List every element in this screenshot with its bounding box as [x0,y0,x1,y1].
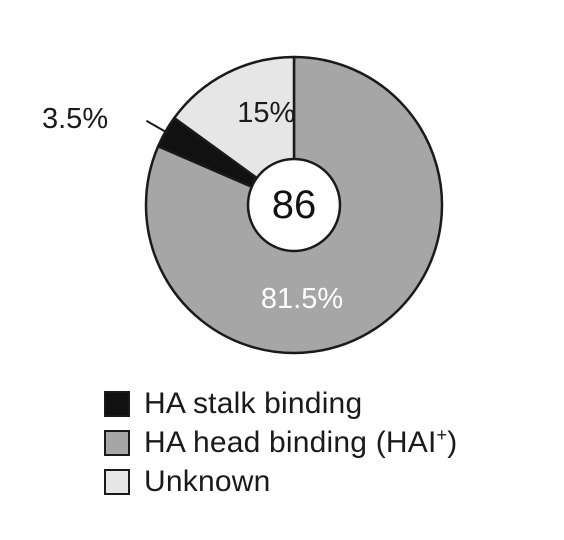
legend-item-stalk: HA stalk binding [104,384,457,423]
legend-item-head: HA head binding (HAI+) [104,423,457,462]
legend-label-head: HA head binding (HAI+) [144,424,458,459]
pie-chart: 86 81.5% 3.5% 15% [42,55,444,355]
head-percent-label: 81.5% [261,283,343,315]
legend-swatch-unknown [104,468,130,495]
legend-item-unknown: Unknown [104,462,457,501]
legend: HA stalk binding HA head binding (HAI+) … [104,384,457,501]
stalk-leader-line [145,119,168,134]
center-count-label: 86 [272,183,317,227]
legend-label-stalk: HA stalk binding [144,386,363,420]
stalk-percent-label: 3.5% [42,103,108,135]
legend-swatch-stalk [104,390,130,417]
legend-label-unknown: Unknown [144,464,271,498]
legend-swatch-head [104,429,130,456]
center-hole [246,157,342,253]
unknown-percent-label: 15% [237,97,295,129]
slice-unknown [173,55,296,207]
